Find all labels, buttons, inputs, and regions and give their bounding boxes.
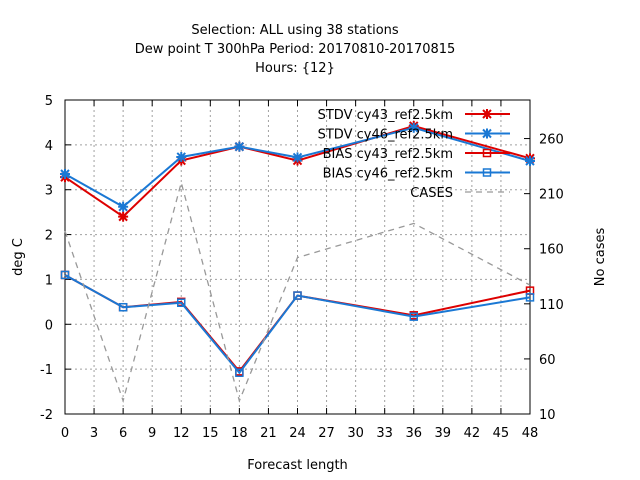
series-line xyxy=(64,180,531,404)
legend: STDV cy43_ref2.5km STDV cy46_ref2.5km BIAS… xyxy=(318,108,510,201)
y-axis-label: deg C xyxy=(11,238,26,276)
series-4 xyxy=(64,180,531,404)
y-tick-label: 0 xyxy=(45,318,53,333)
x-tick-label: 39 xyxy=(435,426,452,441)
chart-title: Selection: ALL using 38 stations Dew poin… xyxy=(135,23,456,76)
x-tick-label: 6 xyxy=(119,426,127,441)
legend-marker xyxy=(482,128,492,139)
data-point xyxy=(60,169,70,180)
x-axis-label: Forecast length xyxy=(247,458,348,473)
title-line: Hours: {12} xyxy=(255,61,335,76)
y2-tick-label: 10 xyxy=(539,408,556,423)
y-tick-label: -1 xyxy=(40,363,53,378)
x-tick-label: 3 xyxy=(90,426,98,441)
data-point xyxy=(118,302,128,312)
x-tick-label: 0 xyxy=(61,426,69,441)
y2-tick-label: 110 xyxy=(539,298,564,313)
series-3 xyxy=(60,270,535,377)
data-point xyxy=(292,152,303,163)
x-tick-label: 12 xyxy=(173,426,190,441)
y-tick-label: 4 xyxy=(45,139,53,154)
x-tick-label: 48 xyxy=(522,426,539,441)
x-tick-label: 24 xyxy=(289,426,306,441)
data-point xyxy=(177,298,186,308)
legend-marker xyxy=(482,109,492,119)
data-point xyxy=(60,270,70,280)
x-tick-label: 9 xyxy=(148,426,156,441)
y-tick-label: 2 xyxy=(45,229,53,244)
data-point xyxy=(293,291,302,300)
legend-label: BIAS cy46_ref2.5km xyxy=(323,167,453,182)
legend-marker xyxy=(482,148,492,158)
x-tick-label: 36 xyxy=(405,426,422,441)
y-tick-label: 3 xyxy=(45,184,53,199)
y2-axis-label: No cases xyxy=(593,228,608,287)
data-point xyxy=(234,141,245,152)
y-tick-label: 1 xyxy=(45,273,53,288)
x-tick-label: 42 xyxy=(464,426,481,441)
x-tick-label: 30 xyxy=(347,426,364,441)
y2-tick-label: 60 xyxy=(539,353,556,368)
y2-tick-label: 160 xyxy=(539,243,564,258)
y-tick-label: 5 xyxy=(45,94,53,109)
x-tick-label: 18 xyxy=(231,426,248,441)
x-tick-label: 33 xyxy=(376,426,393,441)
data-point xyxy=(118,201,129,212)
data-point xyxy=(235,368,244,377)
series-layer xyxy=(60,121,535,404)
x-tick-label: 27 xyxy=(318,426,335,441)
title-line: Selection: ALL using 38 stations xyxy=(191,23,399,38)
y2-tick-label: 260 xyxy=(539,133,564,148)
data-point xyxy=(408,122,419,133)
grid xyxy=(65,100,530,414)
x-tick-label: 45 xyxy=(493,426,510,441)
axis-ticks: 0 3 6 9 12 15 18 21 24 27 30 33 36 39 42 45 48-2-1012345… xyxy=(40,94,564,441)
legend-label: BIAS cy43_ref2.5km xyxy=(323,147,453,162)
y2-tick-label: 210 xyxy=(539,188,564,203)
data-point xyxy=(409,312,418,321)
data-point xyxy=(525,156,535,167)
legend-label: CASES xyxy=(410,186,453,201)
legend-marker xyxy=(482,168,492,177)
series-line xyxy=(64,274,531,375)
legend-label: STDV cy43_ref2.5km xyxy=(318,108,453,123)
data-point xyxy=(118,211,129,222)
legend-label: STDV cy46_ref2.5km xyxy=(318,128,453,143)
y-tick-label: -2 xyxy=(40,408,53,423)
data-point xyxy=(176,151,187,162)
title-line: Dew point T 300hPa Period: 20170810-2017… xyxy=(135,42,456,57)
series-1 xyxy=(60,122,535,212)
x-tick-label: 21 xyxy=(260,426,277,441)
x-tick-label: 15 xyxy=(202,426,219,441)
data-point xyxy=(525,293,535,302)
